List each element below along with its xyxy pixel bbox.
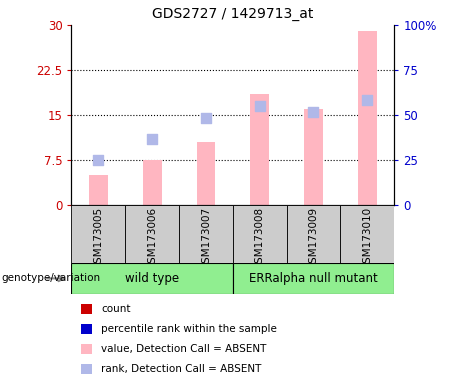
- Text: GSM173009: GSM173009: [308, 207, 319, 270]
- Text: GSM173005: GSM173005: [93, 207, 103, 270]
- Bar: [233, 205, 287, 263]
- Bar: [196, 142, 215, 205]
- Bar: [71, 205, 125, 263]
- Bar: [125, 205, 179, 263]
- Title: GDS2727 / 1429713_at: GDS2727 / 1429713_at: [152, 7, 313, 21]
- Text: GSM173006: GSM173006: [147, 207, 157, 270]
- Text: percentile rank within the sample: percentile rank within the sample: [101, 324, 278, 334]
- Text: count: count: [101, 304, 131, 314]
- Bar: [304, 109, 323, 205]
- Bar: [340, 205, 394, 263]
- Point: [148, 136, 156, 142]
- Text: ERRalpha null mutant: ERRalpha null mutant: [249, 272, 378, 285]
- Bar: [233, 263, 394, 294]
- Bar: [89, 175, 108, 205]
- Point: [364, 97, 371, 103]
- Bar: [71, 263, 233, 294]
- Text: rank, Detection Call = ABSENT: rank, Detection Call = ABSENT: [101, 364, 262, 374]
- Text: GSM173008: GSM173008: [254, 207, 265, 270]
- Bar: [250, 94, 269, 205]
- Bar: [287, 205, 340, 263]
- Text: genotype/variation: genotype/variation: [1, 273, 100, 283]
- Point: [310, 109, 317, 115]
- Bar: [358, 31, 377, 205]
- Point: [202, 115, 210, 121]
- Point: [95, 157, 102, 164]
- Text: wild type: wild type: [125, 272, 179, 285]
- Text: GSM173007: GSM173007: [201, 207, 211, 270]
- Text: GSM173010: GSM173010: [362, 207, 372, 270]
- Text: value, Detection Call = ABSENT: value, Detection Call = ABSENT: [101, 344, 267, 354]
- Point: [256, 103, 263, 109]
- Bar: [179, 205, 233, 263]
- Bar: [143, 161, 161, 205]
